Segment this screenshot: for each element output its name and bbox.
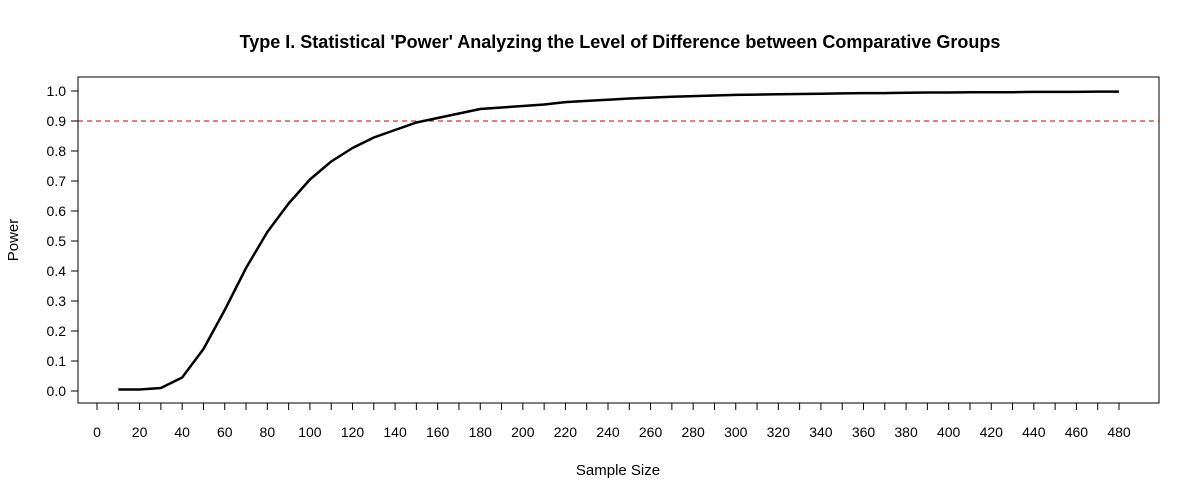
x-tick-label: 300 bbox=[724, 424, 748, 440]
x-tick-label: 40 bbox=[174, 424, 190, 440]
x-tick-label: 460 bbox=[1065, 424, 1089, 440]
x-tick-label: 280 bbox=[681, 424, 705, 440]
x-tick-label: 320 bbox=[767, 424, 791, 440]
x-tick-label: 0 bbox=[93, 424, 101, 440]
x-tick-label: 100 bbox=[298, 424, 322, 440]
x-tick-label: 420 bbox=[980, 424, 1004, 440]
y-tick-label: 0.1 bbox=[47, 353, 67, 369]
y-tick-label: 0.8 bbox=[47, 143, 67, 159]
x-tick-label: 240 bbox=[596, 424, 620, 440]
x-tick-label: 220 bbox=[554, 424, 578, 440]
y-tick-label: 1.0 bbox=[47, 83, 67, 99]
y-tick-label: 0.5 bbox=[47, 233, 67, 249]
y-tick-label: 0.4 bbox=[47, 263, 67, 279]
y-axis-label: Power bbox=[5, 219, 22, 262]
chart-title: Type I. Statistical 'Power' Analyzing th… bbox=[240, 32, 1001, 52]
x-tick-label: 400 bbox=[937, 424, 961, 440]
y-tick-label: 0.7 bbox=[47, 173, 67, 189]
x-tick-label: 260 bbox=[639, 424, 663, 440]
x-tick-label: 200 bbox=[511, 424, 535, 440]
y-axis: 0.0 0.1 0.2 0.3 0.4 0.5 0.6 0.7 0.8 0.9 1.0 bbox=[47, 83, 79, 399]
y-tick-label: 0.2 bbox=[47, 323, 67, 339]
y-tick-label: 0.6 bbox=[47, 203, 67, 219]
x-tick-label: 60 bbox=[217, 424, 233, 440]
x-tick-label: 480 bbox=[1107, 424, 1131, 440]
y-tick-label: 0.3 bbox=[47, 293, 67, 309]
series-line bbox=[118, 90, 1119, 391]
x-tick-label: 380 bbox=[894, 424, 918, 440]
x-tick-label: 120 bbox=[341, 424, 365, 440]
x-tick-label: 140 bbox=[383, 424, 407, 440]
x-tick-label: 340 bbox=[809, 424, 833, 440]
x-tick-label: 160 bbox=[426, 424, 450, 440]
series-group bbox=[118, 90, 1119, 391]
plot-area-border bbox=[77, 76, 1160, 404]
x-tick-label: 80 bbox=[260, 424, 276, 440]
x-tick-label: 360 bbox=[852, 424, 876, 440]
y-tick-label: 0.9 bbox=[47, 113, 67, 129]
y-tick-label: 0.0 bbox=[47, 383, 67, 399]
x-tick-label: 180 bbox=[469, 424, 493, 440]
x-tick-label: 20 bbox=[132, 424, 148, 440]
x-tick-label: 440 bbox=[1022, 424, 1046, 440]
x-axis: 0 20 40 60 80 100 120 140 160 180 200 220 240 260 280 3… bbox=[93, 402, 1131, 440]
x-axis-label: Sample Size bbox=[576, 462, 660, 479]
